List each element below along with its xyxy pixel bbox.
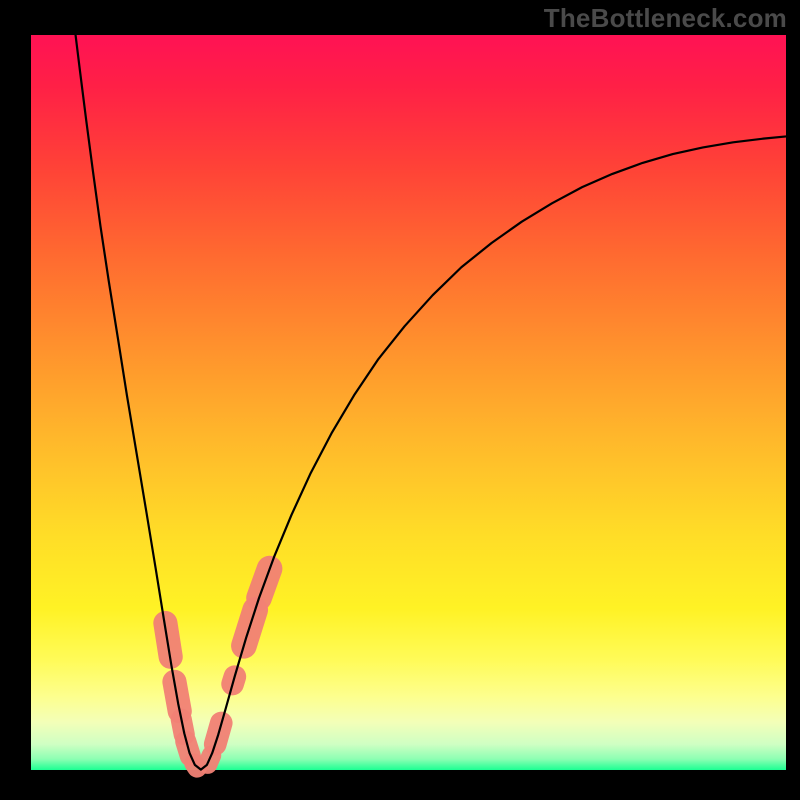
bottleneck-chart: TheBottleneck.com [0,0,800,800]
watermark-text: TheBottleneck.com [544,3,787,33]
plot-area [31,35,786,770]
figure-container: { "figure": { "width_px": 800, "height_p… [0,0,800,800]
